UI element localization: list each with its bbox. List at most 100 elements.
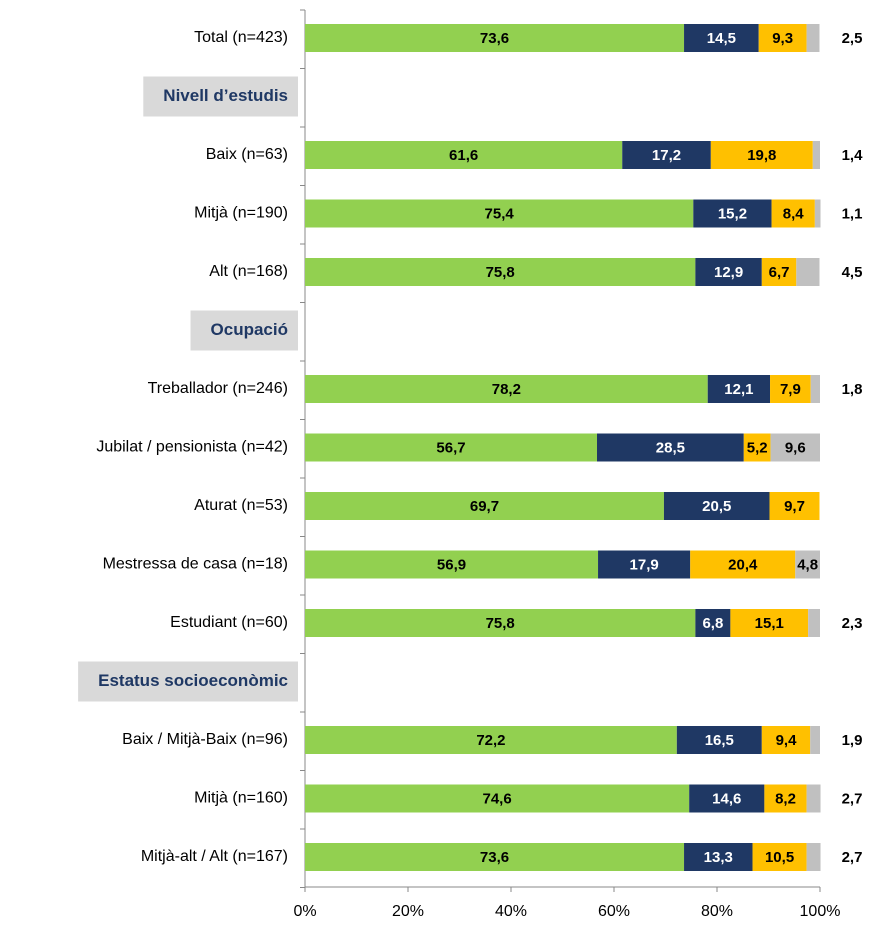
value-label: 19,8 [747, 147, 776, 164]
x-tick-label: 80% [701, 903, 733, 920]
value-label: 17,9 [630, 556, 659, 573]
group-header-box [78, 661, 298, 702]
value-label: 12,1 [724, 381, 753, 398]
value-label: 14,5 [707, 30, 736, 47]
value-label: 9,6 [785, 439, 806, 456]
value-label: 4,5 [842, 264, 863, 281]
value-label: 69,7 [470, 498, 499, 515]
group-header: Ocupació [211, 320, 288, 339]
bar-segment [305, 141, 623, 169]
value-label: 20,4 [728, 556, 758, 573]
value-label: 5,2 [747, 439, 768, 456]
category-label: Jubilat / pensionista (n=42) [96, 439, 288, 456]
bar-segment [806, 784, 821, 813]
value-label: 10,5 [765, 849, 794, 866]
bar-segment [769, 492, 820, 520]
bar-segment [806, 24, 820, 52]
value-label: 56,9 [437, 556, 466, 573]
value-label: 1,9 [842, 732, 863, 749]
bar-segment [808, 609, 820, 637]
value-label: 8,2 [775, 790, 796, 807]
value-label: 9,3 [772, 30, 793, 47]
category-label: Treballador (n=246) [148, 380, 288, 397]
bar-segment [806, 843, 821, 871]
group-header: Nivell d’estudis [163, 86, 288, 105]
value-label: 7,9 [780, 381, 801, 398]
value-label: 6,7 [769, 264, 790, 281]
bar-segment [695, 609, 731, 637]
bar-segment [305, 492, 664, 520]
bar-segment [305, 784, 690, 813]
bar-segment [305, 433, 598, 462]
bar-segment [695, 258, 762, 286]
bar-segment [707, 375, 771, 403]
category-label: Mestressa de casa (n=18) [103, 556, 288, 573]
category-label: Aturat (n=53) [194, 497, 288, 514]
category-label: Baix (n=63) [206, 146, 288, 163]
x-tick-label: 100% [800, 903, 841, 920]
value-label: 9,7 [784, 498, 805, 515]
bar-segment [684, 843, 753, 871]
value-label: 6,8 [702, 615, 723, 632]
bar-segment [812, 141, 820, 169]
value-label: 2,5 [842, 30, 863, 47]
bar-segment [771, 199, 815, 228]
group-header: Estatus socioeconòmic [98, 671, 288, 690]
x-tick-label: 60% [598, 903, 630, 920]
value-label: 14,6 [712, 790, 741, 807]
value-label: 1,1 [842, 205, 863, 222]
value-label: 56,7 [436, 439, 465, 456]
value-label: 1,4 [842, 147, 864, 164]
value-label: 9,4 [776, 732, 798, 749]
bar-segment [810, 726, 820, 754]
value-label: 1,8 [842, 381, 863, 398]
bar-segment [810, 375, 820, 403]
bar-segment [814, 199, 821, 228]
value-label: 20,5 [702, 498, 731, 515]
x-tick-label: 0% [293, 903, 316, 920]
value-label: 74,6 [482, 790, 511, 807]
bar-segment [752, 843, 807, 871]
value-label: 2,7 [842, 849, 863, 866]
bar-segment [663, 492, 770, 520]
value-label: 2,3 [842, 615, 863, 632]
bar-segment [622, 141, 711, 169]
bar-segment [305, 199, 694, 228]
category-label: Mitjà (n=160) [194, 790, 288, 807]
category-label: Alt (n=168) [209, 263, 288, 280]
value-label: 73,6 [480, 30, 509, 47]
value-label: 28,5 [656, 439, 685, 456]
bar-segment [598, 550, 691, 579]
bar-segment [770, 433, 820, 462]
value-label: 75,4 [485, 205, 515, 222]
bar-segment [761, 726, 811, 754]
bar-segment [684, 24, 759, 52]
category-label: Total (n=423) [194, 29, 288, 46]
category-label: Baix / Mitjà-Baix (n=96) [122, 731, 288, 748]
value-label: 73,6 [480, 849, 509, 866]
value-label: 78,2 [492, 381, 521, 398]
bar-segment [796, 258, 820, 286]
bar-segment [770, 375, 811, 403]
value-label: 15,1 [755, 615, 784, 632]
bar-segment [305, 726, 677, 754]
value-label: 12,9 [714, 264, 743, 281]
bar-segment [689, 784, 765, 813]
bar-segment [305, 609, 696, 637]
bar-segment [676, 726, 762, 754]
bar-segment [305, 550, 599, 579]
bar-segment [597, 433, 744, 462]
bar-segment [305, 24, 685, 52]
x-tick-label: 40% [495, 903, 527, 920]
group-header-box [190, 310, 298, 351]
value-label: 13,3 [704, 849, 733, 866]
bar-segment [743, 433, 771, 462]
category-label: Mitjà (n=190) [194, 205, 288, 222]
bar-segment [758, 24, 807, 52]
value-label: 16,5 [705, 732, 734, 749]
bar-segment [693, 199, 772, 228]
bar-segment [305, 843, 685, 871]
value-label: 15,2 [718, 205, 747, 222]
bar-segment [710, 141, 813, 169]
